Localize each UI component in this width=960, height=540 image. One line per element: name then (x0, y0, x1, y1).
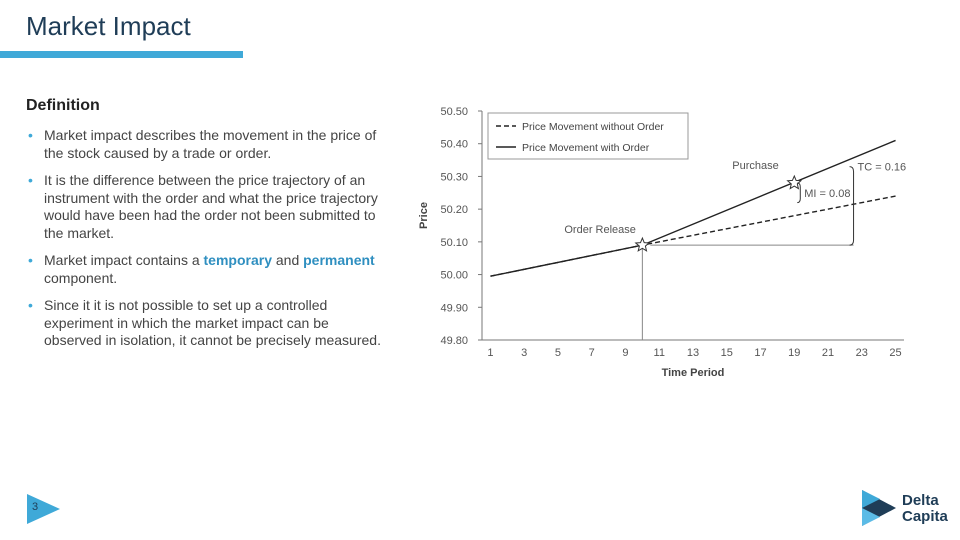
slide-title: Market Impact (26, 11, 191, 41)
market-impact-chart: 50.50 50.40 50.30 50.20 50.10 50.00 49.90 49.80… (418, 106, 907, 379)
x-tick-label: 15 (721, 347, 733, 359)
purchase-star-icon (786, 174, 803, 190)
tc-brace (849, 166, 855, 246)
mi-brace (797, 182, 801, 204)
y-tick-label: 49.90 (440, 302, 468, 314)
bullet-text: Market impact describes the movement in … (44, 127, 377, 161)
slide-number-triangle-icon (27, 494, 60, 524)
definition-heading: Definition (26, 97, 100, 114)
slide-number: 3 (32, 501, 39, 513)
x-tick-label: 3 (521, 347, 527, 359)
x-tick-label: 7 (589, 347, 595, 359)
temporary-highlight: temporary (203, 252, 272, 268)
y-tick-label: 50.20 (440, 204, 468, 216)
x-tick-label: 21 (822, 347, 834, 359)
permanent-highlight: permanent (303, 252, 375, 268)
x-tick-label: 13 (687, 347, 699, 359)
bullet-icon: • (28, 127, 33, 143)
y-tick-label: 50.40 (440, 139, 468, 151)
bullet-item: • Since it it is not possible to set up a… (26, 297, 386, 350)
y-tick-label: 50.30 (440, 171, 468, 183)
bullet-icon: • (28, 172, 33, 188)
y-tick-label: 50.10 (440, 237, 468, 249)
y-tick-label: 50.50 (440, 106, 468, 118)
legend-label: Price Movement with Order (522, 142, 650, 154)
x-tick-label: 1 (487, 347, 493, 359)
delta-logo-icon (862, 490, 896, 526)
purchase-annotation: Purchase (732, 160, 778, 172)
bullet-icon: • (28, 252, 33, 268)
bullet-item: • It is the difference between the price … (26, 172, 386, 242)
x-tick-label: 5 (555, 347, 561, 359)
y-axis-label: Price (418, 202, 430, 229)
legend-box (487, 112, 689, 160)
logo-line1: Delta (902, 492, 939, 509)
y-tick-label: 50.00 (440, 270, 468, 282)
series-line-with-order (490, 139, 896, 277)
mi-annotation: MI = 0.08 (804, 188, 850, 200)
legend-label: Price Movement without Order (522, 121, 664, 133)
definition-bullets: • Market impact describes the movement in… (26, 127, 386, 360)
tc-annotation: TC = 0.16 (858, 162, 907, 174)
y-tick-label: 49.80 (440, 335, 468, 347)
bullet-text: Since it it is not possible to set up a … (44, 297, 381, 348)
slide-number-badge: 3 (27, 494, 60, 524)
x-tick-label: 9 (622, 347, 628, 359)
bullet-text-mid: and (271, 252, 304, 268)
bullet-text-pre: Market impact contains a (44, 252, 204, 268)
x-tick-label: 25 (889, 347, 901, 359)
x-axis-label: Time Period (662, 367, 725, 379)
bullet-icon: • (28, 297, 33, 313)
bullet-text-post: component. (44, 269, 118, 286)
x-tick-label: 19 (788, 347, 800, 359)
bullet-item: • Market impact describes the movement in… (26, 127, 386, 162)
x-tick-label: 23 (856, 347, 868, 359)
x-tick-label: 11 (654, 347, 665, 359)
order-release-annotation: Order Release (564, 224, 636, 236)
bullet-text: It is the difference between the price t… (44, 172, 378, 241)
bullet-item: • Market impact contains a temporary and … (26, 252, 386, 287)
order-release-star-icon (634, 236, 651, 252)
logo-line2: Capita (902, 508, 948, 525)
title-underline (0, 51, 243, 58)
x-tick-label: 17 (754, 347, 766, 359)
